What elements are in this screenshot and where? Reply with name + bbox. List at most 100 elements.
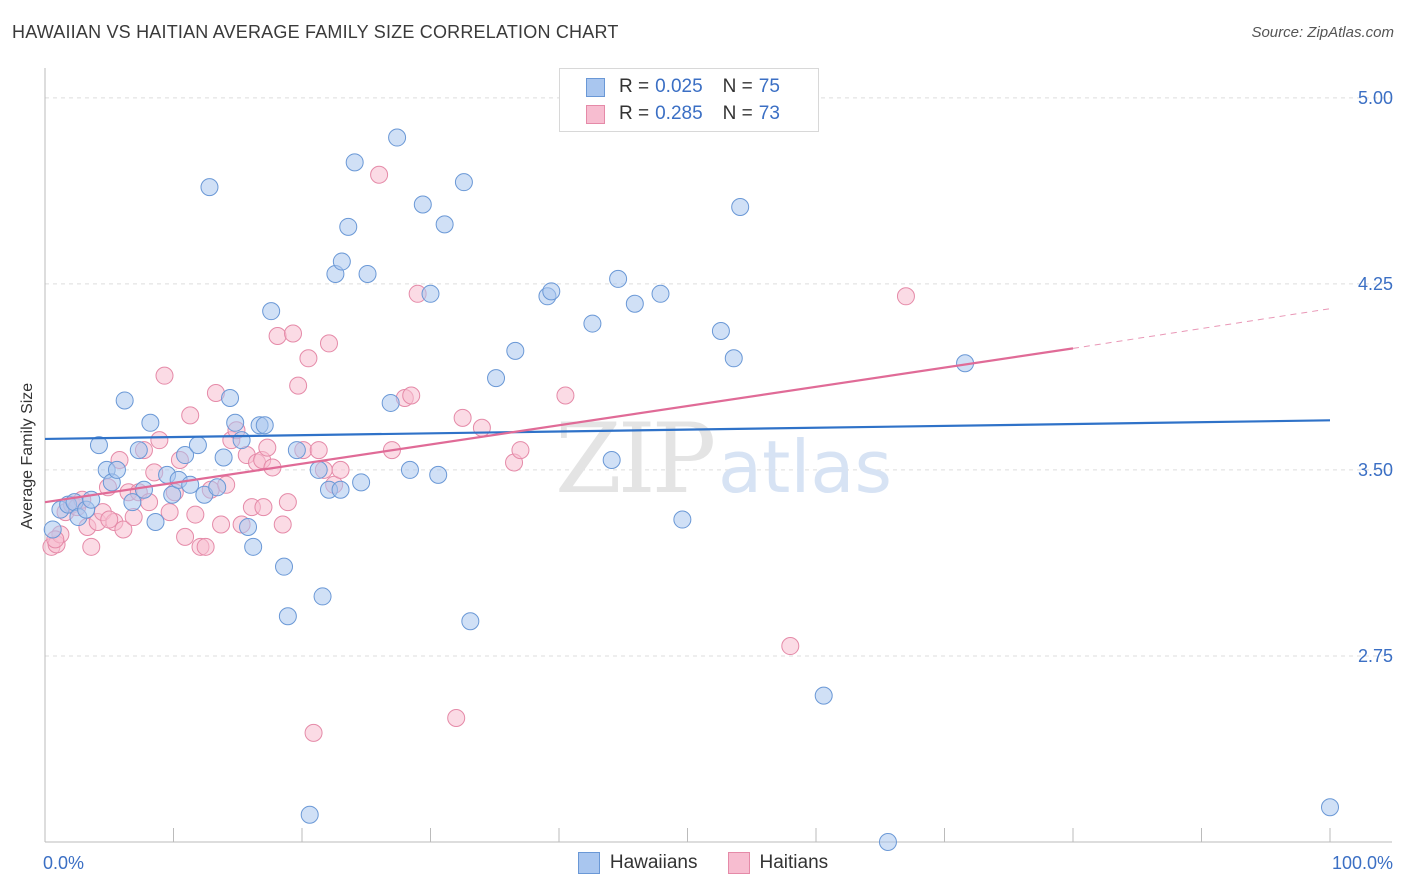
hawaiians-point xyxy=(226,413,245,432)
hawaiians-point xyxy=(129,441,148,460)
hawaiians-point xyxy=(724,349,743,368)
series-legend-hawaiians: Hawaiians xyxy=(577,852,698,874)
hawaiians-point xyxy=(461,612,480,631)
hawaiians-point xyxy=(221,388,240,407)
series-legend-haitians: Haitians xyxy=(727,852,829,874)
haitians-point xyxy=(370,165,389,184)
hawaiians-point xyxy=(278,607,297,626)
legend-swatch-haitians xyxy=(586,104,605,124)
haitians-point xyxy=(196,537,215,556)
haitians-point xyxy=(299,349,318,368)
haitians-point xyxy=(176,527,195,546)
hawaiians-points xyxy=(43,128,1339,851)
y-tick-label: 5.00 xyxy=(1358,88,1393,108)
haitians-point xyxy=(781,637,800,656)
haitians-point xyxy=(186,505,205,524)
stats-legend: R = 0.025 N = 75 R = 0.285 N = 73 xyxy=(559,68,819,132)
haitians-point xyxy=(511,441,530,460)
legend-r-value: 0.285 xyxy=(655,103,703,124)
hawaiians-point xyxy=(214,448,233,467)
hawaiians-point xyxy=(275,557,294,576)
hawaiians-point xyxy=(200,178,219,197)
hawaiians-point xyxy=(814,686,833,705)
hawaiians-point xyxy=(313,587,332,606)
haitians-point xyxy=(289,376,308,395)
watermark: ZIP atlas xyxy=(555,403,892,515)
haitians-point xyxy=(447,708,466,727)
hawaiians-point xyxy=(163,485,182,504)
legend-n-label: N = xyxy=(722,103,753,124)
watermark-atlas: atlas xyxy=(718,425,892,509)
hawaiians-point xyxy=(331,480,350,499)
hawaiians-point xyxy=(413,195,432,214)
hawaiians-point xyxy=(352,473,371,492)
hawaiians-point xyxy=(602,451,621,469)
hawaiians-point xyxy=(123,493,142,512)
hawaiians-point xyxy=(358,264,377,283)
chart-title: HAWAIIAN VS HAITIAN AVERAGE FAMILY SIZE … xyxy=(12,22,619,42)
hawaiians-point xyxy=(429,465,448,484)
series-legend: Hawaiians Haitians xyxy=(0,852,1406,874)
hawaiians-point xyxy=(673,510,692,529)
haitians-point xyxy=(160,503,179,522)
grid-lines xyxy=(45,97,1392,657)
legend-r-label: R = xyxy=(619,103,650,124)
haitians-point xyxy=(212,515,231,534)
hawaiians-point xyxy=(134,480,153,499)
x-tick-labels: 0.0% 100.0% xyxy=(43,853,1393,873)
x-tick-label-min: 0.0% xyxy=(43,853,84,873)
haitians-point xyxy=(331,460,350,479)
hawaiians-point xyxy=(487,369,506,388)
legend-row-haitians: R = 0.285 N = 73 xyxy=(586,102,780,126)
hawaiians-point xyxy=(435,215,454,234)
hawaiians-point xyxy=(345,153,364,172)
hawaiians-point xyxy=(262,302,281,321)
source-label: Source: ZipAtlas.com xyxy=(1251,24,1394,41)
haitians-point xyxy=(258,438,277,457)
hawaiians-point xyxy=(421,284,440,303)
haitians-point xyxy=(254,498,273,517)
y-tick-label: 2.75 xyxy=(1358,646,1393,666)
hawaiians-point xyxy=(711,322,730,341)
haitians-point xyxy=(278,493,297,512)
legend-n-label: N = xyxy=(722,76,753,97)
haitians-point xyxy=(453,408,472,427)
haitians-point xyxy=(82,537,101,556)
series-name-hawaiians: Hawaiians xyxy=(609,852,698,873)
hawaiians-point xyxy=(583,314,602,333)
series-name-haitians: Haitians xyxy=(759,852,829,873)
watermark-zip: ZIP xyxy=(555,403,714,515)
hawaiians-point xyxy=(141,413,160,432)
haitians-point xyxy=(155,366,174,385)
hawaiians-point xyxy=(176,446,195,465)
hawaiians-point xyxy=(146,513,165,532)
haitians-point xyxy=(114,520,133,539)
hawaiians-point xyxy=(381,393,400,412)
haitians-point xyxy=(402,386,421,405)
legend-row-hawaiians: R = 0.025 N = 75 xyxy=(586,75,780,99)
hawaiians-point xyxy=(625,294,644,313)
haitians-trend-extension xyxy=(1072,308,1331,349)
hawaiians-point xyxy=(208,478,227,497)
series-swatch-hawaiians xyxy=(577,852,600,874)
hawaiians-point xyxy=(609,269,628,288)
haitians-point xyxy=(150,431,169,450)
trend-lines xyxy=(44,308,1331,504)
hawaiians-point xyxy=(107,460,126,479)
hawaiians-point xyxy=(188,436,207,455)
y-tick-label: 4.25 xyxy=(1358,274,1393,294)
legend-n-value: 75 xyxy=(758,76,780,97)
hawaiians-point xyxy=(255,416,274,435)
hawaiians-point xyxy=(244,537,263,556)
hawaiians-point xyxy=(1321,798,1339,817)
axes xyxy=(44,68,1392,843)
hawaiians-point xyxy=(287,441,306,460)
haitians-trend-line xyxy=(44,347,1074,504)
hawaiians-point xyxy=(506,341,525,360)
haitians-point xyxy=(556,386,575,405)
haitians-point xyxy=(284,324,303,343)
hawaiians-point xyxy=(388,128,407,147)
x-tick-label-max: 100.0% xyxy=(1332,853,1393,873)
hawaiians-point xyxy=(309,460,328,479)
